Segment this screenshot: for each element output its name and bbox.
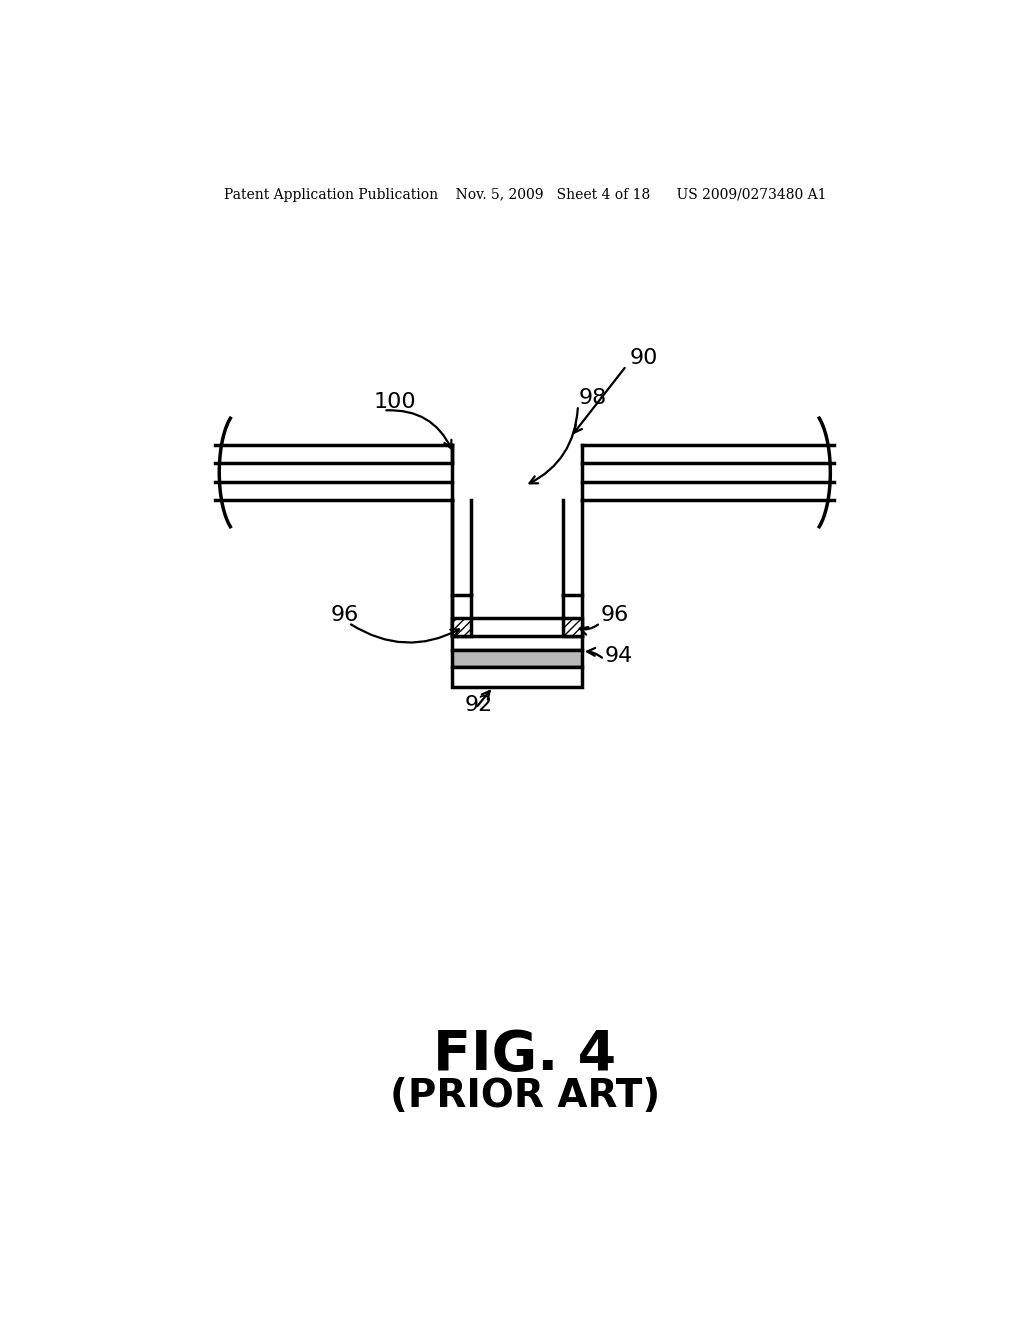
Text: 100: 100 — [374, 392, 417, 412]
Bar — [452, 636, 582, 651]
Text: 98: 98 — [579, 388, 607, 408]
Bar — [452, 618, 471, 636]
Text: FIG. 4: FIG. 4 — [433, 1028, 616, 1082]
Text: Patent Application Publication    Nov. 5, 2009   Sheet 4 of 18      US 2009/0273: Patent Application Publication Nov. 5, 2… — [223, 187, 826, 202]
Bar — [563, 618, 582, 636]
Text: 94: 94 — [604, 645, 633, 665]
Text: 92: 92 — [465, 696, 493, 715]
Text: 90: 90 — [630, 347, 658, 368]
Bar — [452, 618, 471, 636]
Bar — [452, 667, 582, 686]
Text: (PRIOR ART): (PRIOR ART) — [390, 1077, 659, 1114]
Bar — [452, 651, 582, 667]
Text: 96: 96 — [600, 605, 629, 624]
Bar — [563, 618, 582, 636]
Text: 96: 96 — [331, 605, 358, 624]
